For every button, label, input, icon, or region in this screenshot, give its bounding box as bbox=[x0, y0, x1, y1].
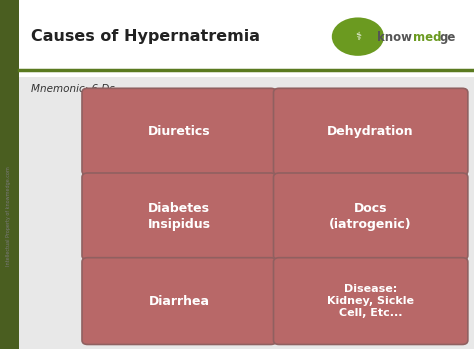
Text: Diabetes
Insipidus: Diabetes Insipidus bbox=[148, 202, 210, 231]
FancyBboxPatch shape bbox=[82, 88, 276, 175]
Text: ⚕: ⚕ bbox=[355, 32, 361, 42]
FancyBboxPatch shape bbox=[273, 173, 468, 260]
FancyBboxPatch shape bbox=[82, 173, 276, 260]
FancyBboxPatch shape bbox=[277, 91, 465, 138]
Text: Dehydration: Dehydration bbox=[328, 125, 414, 138]
FancyBboxPatch shape bbox=[85, 260, 273, 307]
Text: Intellectual Property of knowmedge.com: Intellectual Property of knowmedge.com bbox=[6, 166, 11, 266]
Text: Docs
(iatrogenic): Docs (iatrogenic) bbox=[329, 202, 412, 231]
Bar bbox=[0, 0, 19, 349]
Text: know: know bbox=[377, 31, 412, 44]
FancyBboxPatch shape bbox=[273, 258, 468, 344]
Text: Disease:
Kidney, Sickle
Cell, Etc...: Disease: Kidney, Sickle Cell, Etc... bbox=[327, 284, 414, 319]
Text: med: med bbox=[413, 31, 441, 44]
FancyBboxPatch shape bbox=[277, 176, 465, 222]
FancyBboxPatch shape bbox=[277, 260, 465, 307]
Circle shape bbox=[332, 17, 384, 56]
Text: Diuretics: Diuretics bbox=[148, 125, 210, 138]
Text: Diarrhea: Diarrhea bbox=[149, 295, 210, 307]
Bar bbox=[19, 0, 474, 77]
Text: ge: ge bbox=[440, 31, 456, 44]
FancyBboxPatch shape bbox=[273, 88, 468, 175]
Text: Mnemonic: 6 Ds: Mnemonic: 6 Ds bbox=[31, 84, 115, 94]
FancyBboxPatch shape bbox=[82, 258, 276, 344]
FancyBboxPatch shape bbox=[85, 91, 273, 138]
Text: Causes of Hypernatremia: Causes of Hypernatremia bbox=[31, 29, 260, 44]
FancyBboxPatch shape bbox=[85, 176, 273, 222]
